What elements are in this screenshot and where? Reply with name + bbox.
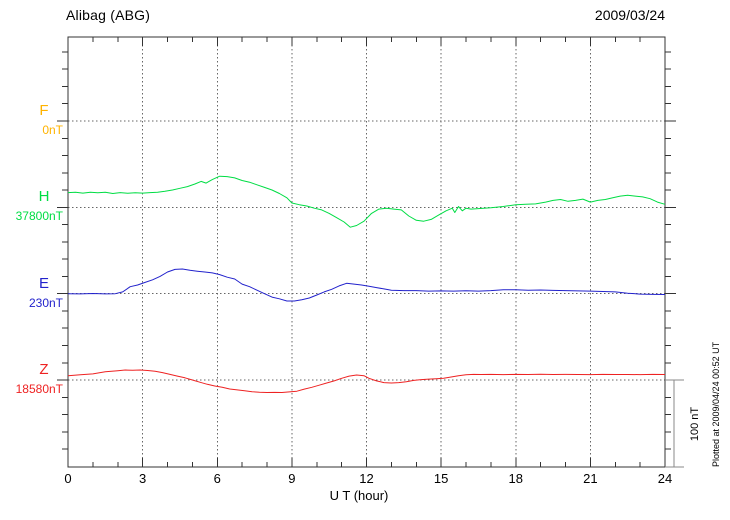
trace-z	[67, 369, 666, 393]
x-tick-label: 6	[213, 471, 221, 486]
x-tick-label: 21	[583, 471, 598, 486]
x-tick-label: 0	[64, 471, 72, 486]
scale-bar-label: 100 nT	[689, 406, 701, 442]
trace-h	[67, 175, 666, 228]
x-tick-label: 15	[433, 471, 449, 486]
x-tick-label: 18	[508, 471, 523, 486]
plotted-at-note: Plotted at 2009/04/24 00:52 UT	[711, 341, 721, 467]
trace-label-h: H	[38, 188, 50, 206]
x-axis-label: U T (hour)	[329, 488, 389, 503]
plot-date: 2009/03/24	[594, 7, 665, 23]
trace-baseline-f: 0nT	[42, 123, 63, 137]
trace-e	[67, 268, 666, 302]
trace-baseline-z: 18580nT	[15, 381, 63, 396]
station-title: Alibag (ABG)	[66, 7, 151, 23]
trace-baseline-e: 230nT	[28, 295, 63, 310]
x-tick-label: 24	[657, 471, 673, 486]
x-tick-label: 3	[139, 471, 147, 486]
x-tick-label: 12	[359, 471, 374, 486]
trace-label-z: Z	[39, 360, 49, 378]
trace-label-f: F	[39, 102, 49, 119]
x-tick-label: 9	[288, 471, 296, 486]
trace-label-e: E	[38, 274, 49, 292]
trace-baseline-h: 37800nT	[15, 209, 63, 224]
